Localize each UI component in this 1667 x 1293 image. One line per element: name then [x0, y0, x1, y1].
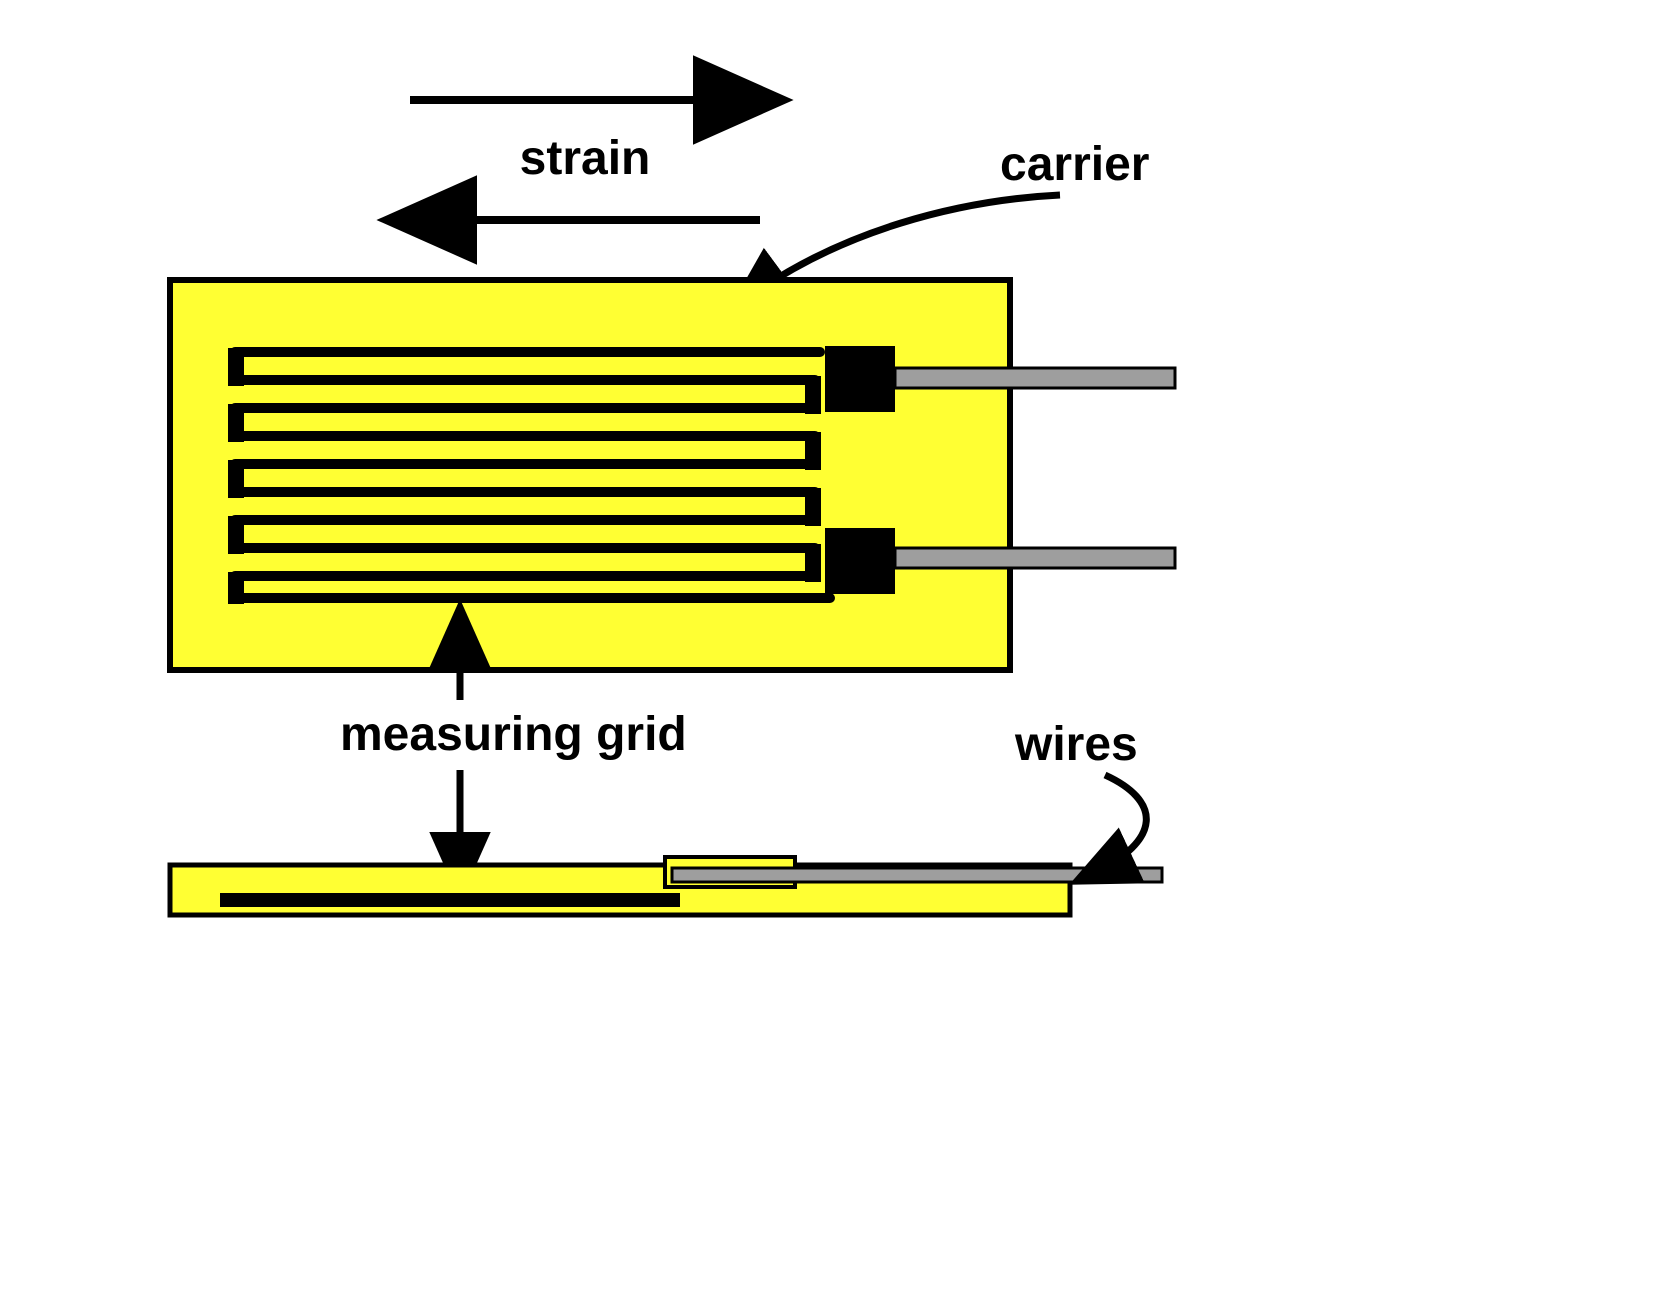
wire-top-1 — [895, 368, 1175, 388]
wire-top-2 — [895, 548, 1175, 568]
strain-gauge-diagram: strain carrier measuring grid — [0, 0, 1667, 1293]
wire-side — [672, 868, 1162, 882]
solder-pad-top — [825, 346, 895, 412]
wires-pointer-arrow — [1090, 775, 1146, 875]
side-view — [170, 857, 1162, 915]
solder-pad-bottom — [825, 528, 895, 594]
carrier-top — [170, 280, 1010, 670]
measuring-grid-side — [220, 893, 680, 907]
top-view — [170, 280, 1175, 670]
carrier-label: carrier — [1000, 138, 1149, 191]
wires-label: wires — [1014, 718, 1138, 771]
strain-label: strain — [520, 132, 651, 185]
measuring-grid-label: measuring grid — [340, 708, 687, 761]
